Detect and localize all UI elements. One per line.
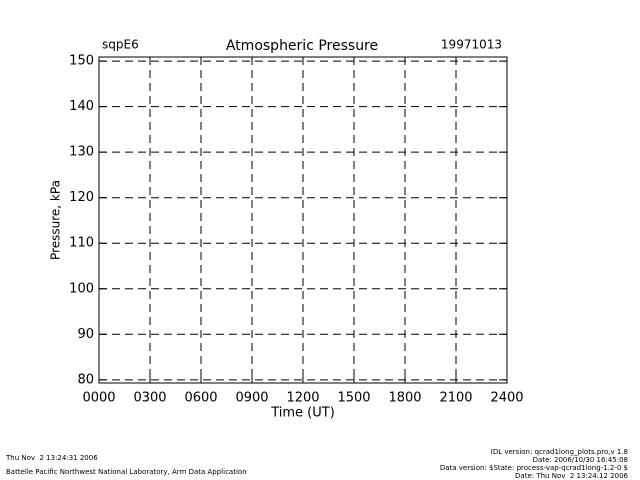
x-tick-label: 0600: [184, 391, 217, 406]
y-tick-label: 120: [69, 190, 94, 205]
site-label: sqpE6: [102, 38, 139, 52]
y-axis-label: Pressure, kPa: [49, 180, 63, 260]
footer-text: Date: 2006/10/30 16:45:08: [533, 456, 628, 464]
y-tick-label: 110: [69, 236, 94, 251]
y-tick-label: 150: [69, 54, 94, 69]
y-tick-label: 100: [69, 281, 94, 296]
footer-text: Data version: $State: process-vap-qcrad1…: [440, 464, 628, 472]
footer-text: Battelle Pacific Northwest National Labo…: [6, 468, 247, 476]
x-tick-label: 0000: [82, 391, 115, 406]
y-tick-label: 140: [69, 99, 94, 114]
x-tick-label: 0300: [133, 391, 166, 406]
x-tick-label: 1800: [388, 391, 421, 406]
y-tick-label: 80: [77, 372, 94, 387]
x-tick-label: 2100: [439, 391, 472, 406]
y-tick-label: 130: [69, 145, 94, 160]
chart-title: Atmospheric Pressure: [226, 38, 378, 54]
x-tick-label: 0900: [235, 391, 268, 406]
x-tick-label: 1500: [337, 391, 370, 406]
footer-text: Thu Nov 2 13:24:31 2006: [5, 454, 98, 462]
y-tick-label: 90: [77, 327, 94, 342]
footer-text: Date: Thu Nov 2 13:24:12 2006: [515, 472, 629, 480]
x-axis-label: Time (UT): [270, 406, 335, 421]
footer-text: IDL version: qcrad1long_plots.pro,v 1.8: [491, 448, 628, 456]
date-label: 19971013: [441, 38, 502, 52]
x-tick-label: 1200: [286, 391, 319, 406]
x-tick-label: 2400: [490, 391, 523, 406]
